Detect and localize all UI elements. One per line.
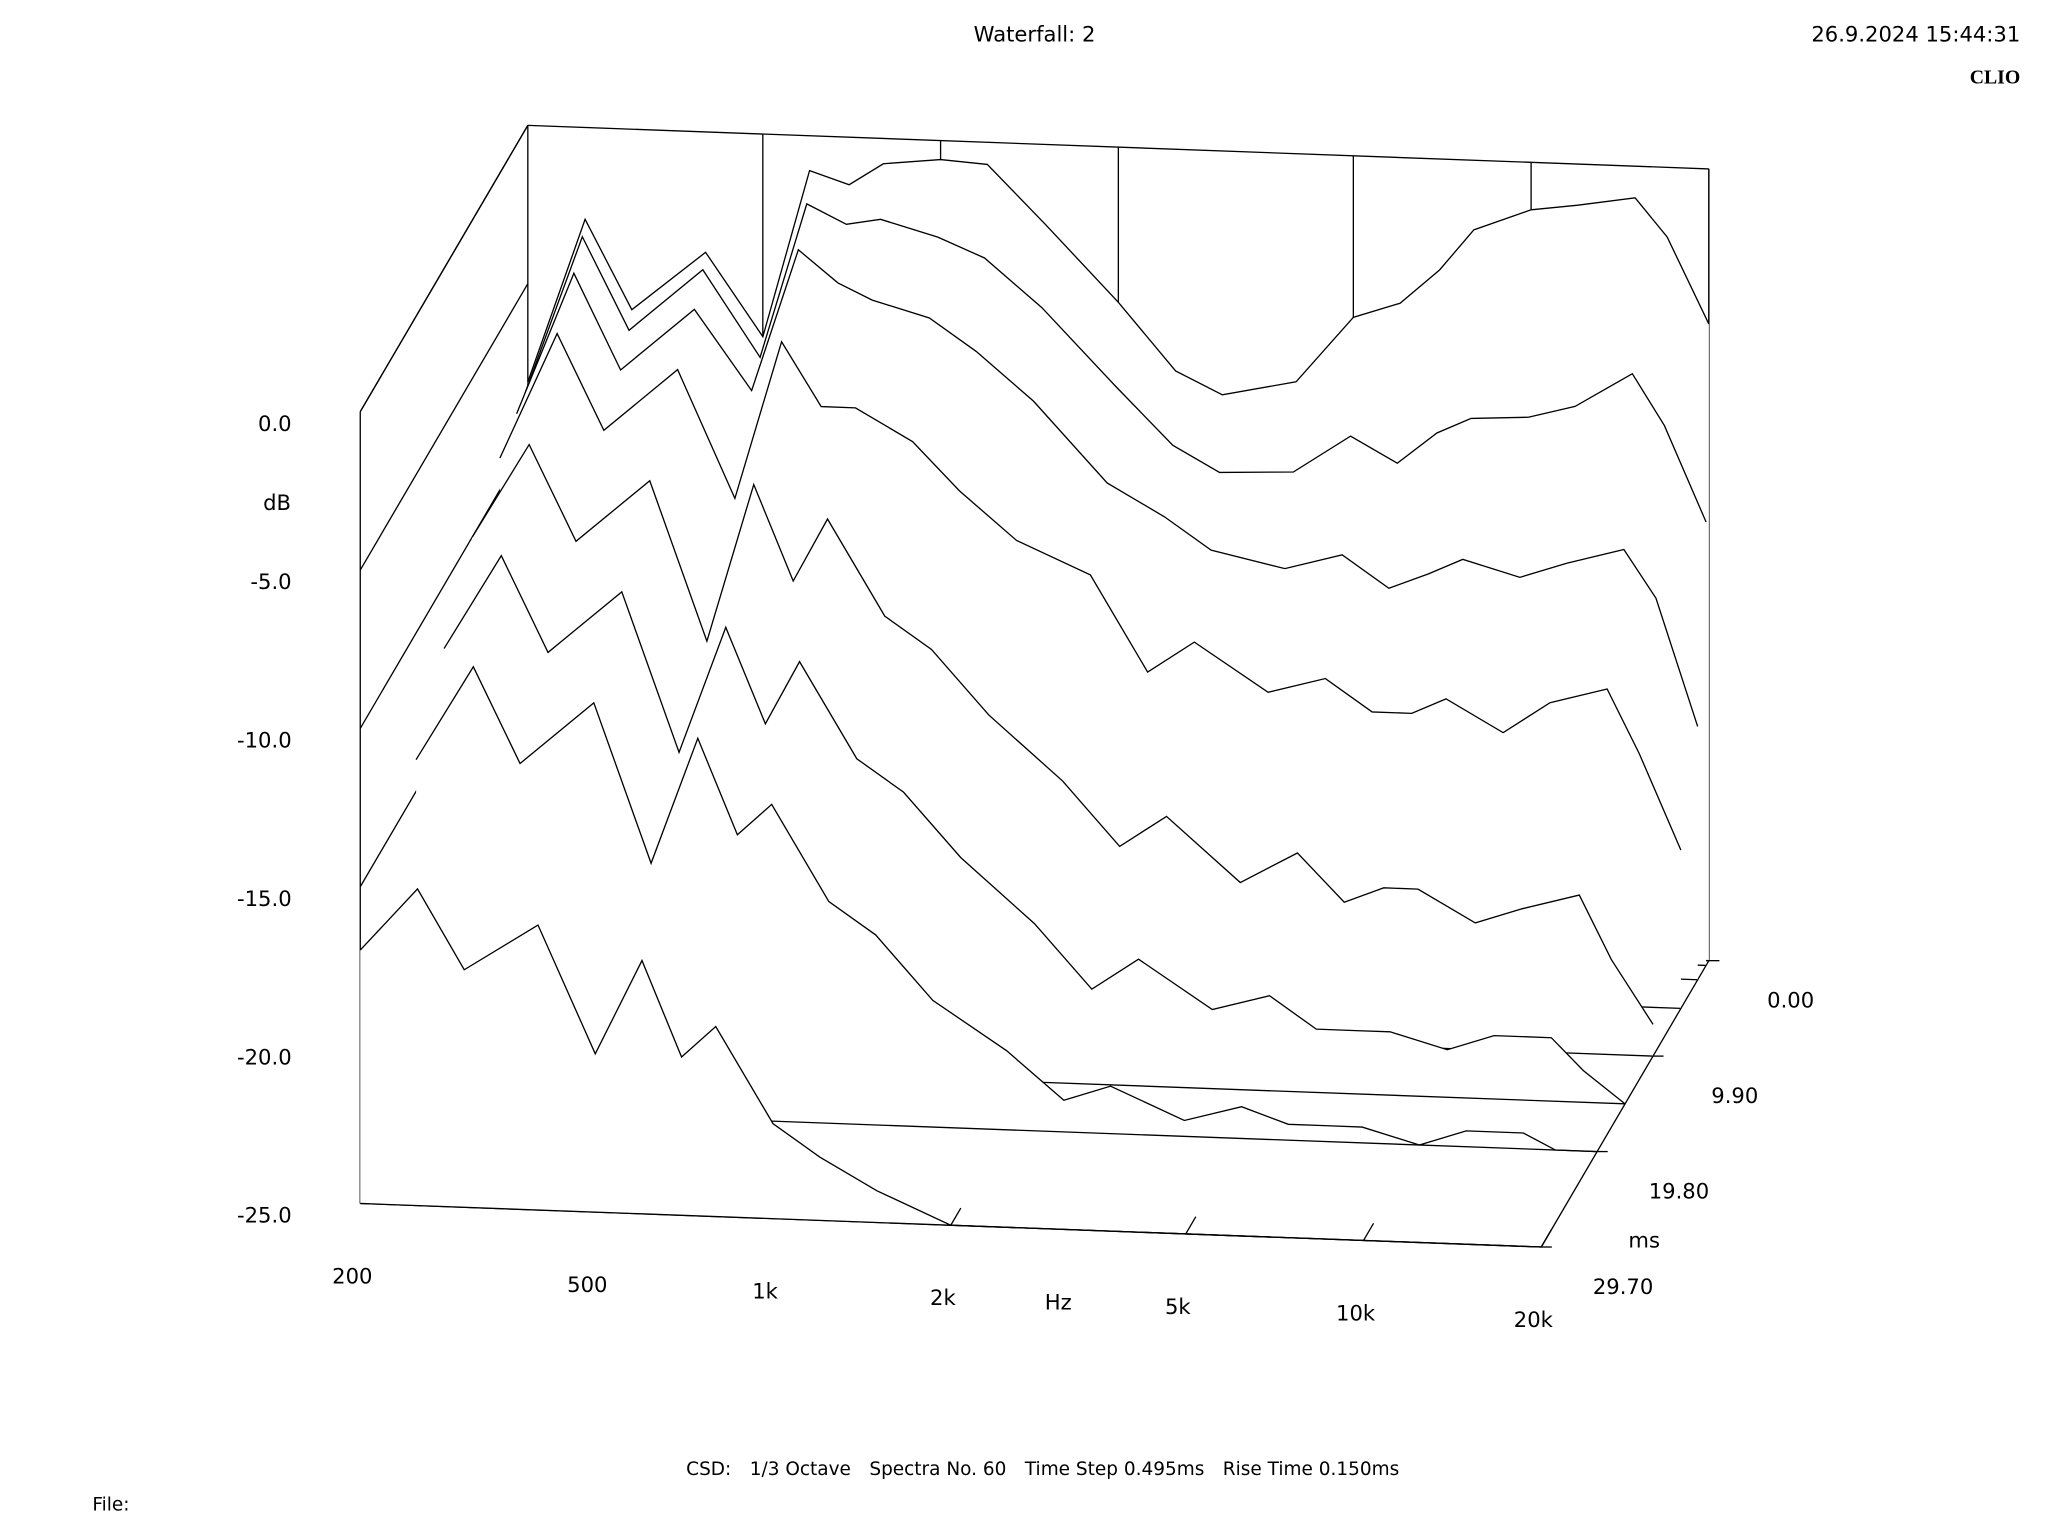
- footer-item: Time Step 0.495ms: [1024, 1459, 1204, 1480]
- spectrum-line: [516, 248, 1699, 727]
- axis-labels: 0.0 -5.0 -10.0 -15.0 -20.0 -25.0 200 500 1k 2k 5k 1…: [237, 411, 1814, 1332]
- y-tick-label: -25.0: [237, 1203, 292, 1228]
- grid-line: [359, 283, 529, 571]
- x-tick-label: 200: [332, 1263, 372, 1288]
- spectrum-line: [471, 443, 1654, 1025]
- tick-mark: [1362, 1222, 1375, 1241]
- spectrum-line: [524, 202, 1707, 523]
- y-tick-label: -5.0: [250, 569, 291, 594]
- z-tick-label: 0.00: [1767, 988, 1814, 1013]
- y-tick-label: -15.0: [237, 886, 292, 911]
- grid-line: [359, 125, 529, 413]
- z-tick-label: 19.80: [1649, 1178, 1709, 1203]
- x-tick-label: 500: [567, 1272, 607, 1297]
- x-tick-label: 2k: [930, 1285, 956, 1310]
- plot-area: [359, 158, 1710, 1248]
- z-tick-label: 29.70: [1593, 1274, 1653, 1299]
- y-axis-label: dB: [263, 490, 291, 515]
- footer-item: CSD:: [686, 1459, 731, 1480]
- x-tick-label: 20k: [1514, 1307, 1554, 1332]
- timestamp: 26.9.2024 15:44:31: [1811, 22, 2020, 47]
- y-tick-label: -20.0: [237, 1044, 292, 1069]
- footer-item: Rise Time 0.150ms: [1223, 1459, 1399, 1480]
- tick-mark: [1540, 1229, 1552, 1248]
- slice-floor: [360, 1202, 1542, 1248]
- chart-title: Waterfall: 2: [974, 22, 1096, 47]
- x-tick-label: 1k: [752, 1279, 778, 1304]
- z-tick-label: 9.90: [1711, 1083, 1758, 1108]
- footer-item: Spectra No. 60: [869, 1459, 1006, 1480]
- footer: CSD: 1/3 Octave Spectra No. 60 Time Step 0.…: [686, 1459, 1399, 1480]
- file-label: File:: [92, 1495, 129, 1516]
- spectrum-line: [415, 665, 1598, 1153]
- tick-mark: [950, 1207, 962, 1226]
- y-tick-label: -10.0: [237, 728, 292, 753]
- z-axis-label: ms: [1628, 1228, 1660, 1253]
- hidden-surface: [360, 888, 1542, 1248]
- spectrum-line: [527, 158, 1710, 396]
- spectrum-line: [499, 332, 1682, 851]
- x-tick-label: 5k: [1165, 1294, 1191, 1319]
- x-axis-label: Hz: [1045, 1290, 1072, 1315]
- brand: CLIO: [1970, 67, 2021, 89]
- x-tick-label: 10k: [1336, 1300, 1376, 1325]
- spectrum-line: [443, 554, 1626, 1105]
- y-tick-label: 0.0: [258, 411, 292, 436]
- footer-item: 1/3 Octave: [750, 1459, 851, 1480]
- tick-mark: [1185, 1216, 1197, 1235]
